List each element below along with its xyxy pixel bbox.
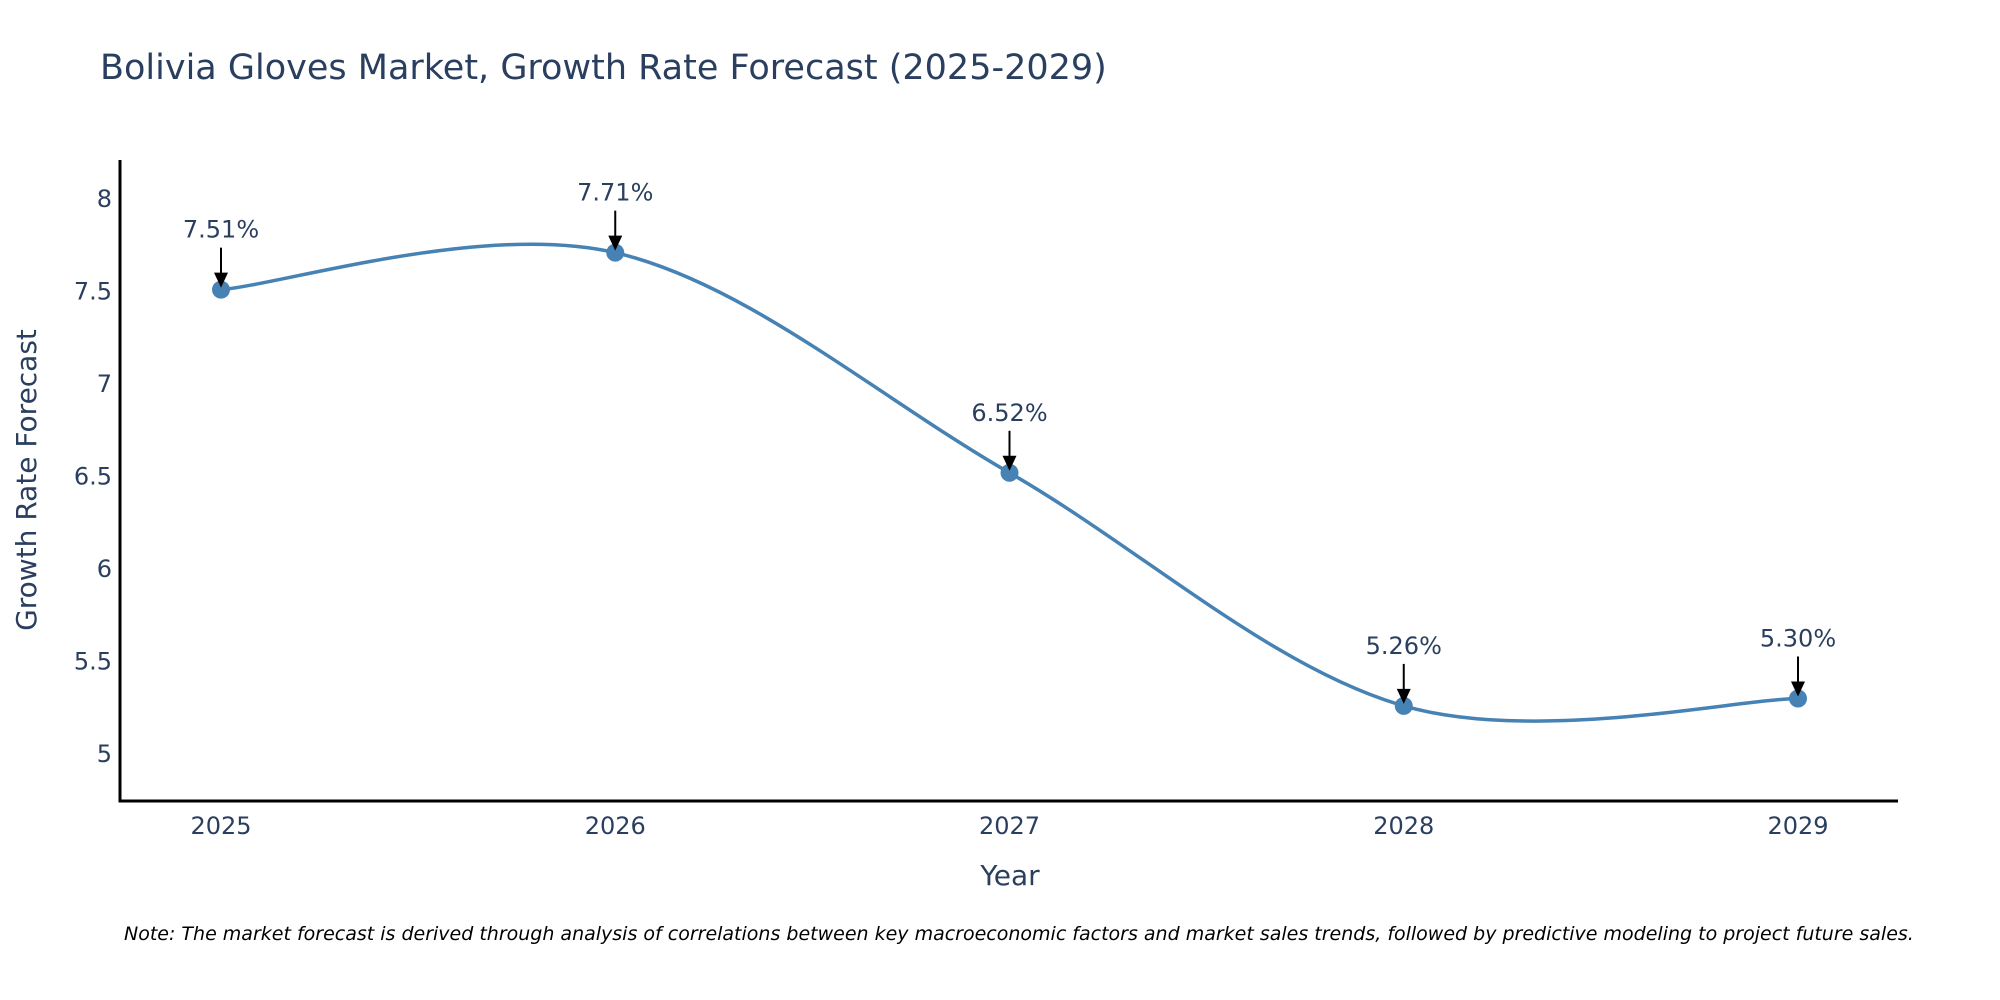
footnote: Note: The market forecast is derived thr… — [124, 923, 1914, 945]
x-axis-title: Year — [979, 859, 1040, 892]
y-tick-label: 8 — [97, 185, 112, 213]
data-label: 7.51% — [183, 216, 259, 244]
y-tick-label: 6.5 — [74, 463, 112, 491]
x-axis-ticks: 2025 2026 2027 2028 2029 — [190, 812, 1828, 840]
data-label: 7.71% — [577, 179, 653, 207]
x-tick-label: 2025 — [190, 812, 251, 840]
data-label: 5.30% — [1760, 625, 1836, 653]
data-label: 5.26% — [1366, 632, 1442, 660]
data-points — [212, 243, 1807, 715]
data-annotations: 7.51% 7.71% 6.52% 5.26% 5.30% — [183, 179, 1836, 704]
data-point — [1000, 463, 1019, 482]
annotation-arrow-head — [608, 235, 623, 251]
y-tick-label: 6 — [97, 555, 112, 583]
x-tick-label: 2026 — [585, 812, 646, 840]
data-point — [212, 280, 230, 299]
data-point — [606, 243, 625, 262]
y-tick-label: 5.5 — [74, 648, 112, 676]
annotation-arrow-head — [1002, 455, 1017, 471]
annotation-arrow-head — [214, 272, 228, 288]
series-line — [220, 242, 1799, 723]
annotation-arrow-head — [1791, 681, 1805, 697]
y-axis-title: Growth Rate Forecast — [10, 329, 43, 631]
x-tick-label: 2029 — [1767, 812, 1828, 840]
plot-area: 5 5.5 6 6.5 7 7.5 8 2025 2026 2027 2028 2029 7.51%… — [74, 160, 1898, 840]
data-point — [1394, 696, 1413, 715]
x-tick-label: 2028 — [1373, 812, 1434, 840]
data-point — [1789, 689, 1807, 708]
chart-title: Bolivia Gloves Market, Growth Rate Forec… — [100, 48, 1107, 88]
y-tick-label: 7 — [97, 370, 112, 398]
y-tick-label: 7.5 — [74, 278, 112, 306]
y-axis-ticks: 5 5.5 6 6.5 7 7.5 8 — [74, 185, 112, 768]
x-tick-label: 2027 — [979, 812, 1040, 840]
y-tick-label: 5 — [97, 740, 112, 768]
annotation-arrow-head — [1396, 688, 1411, 704]
data-label: 6.52% — [971, 399, 1047, 427]
